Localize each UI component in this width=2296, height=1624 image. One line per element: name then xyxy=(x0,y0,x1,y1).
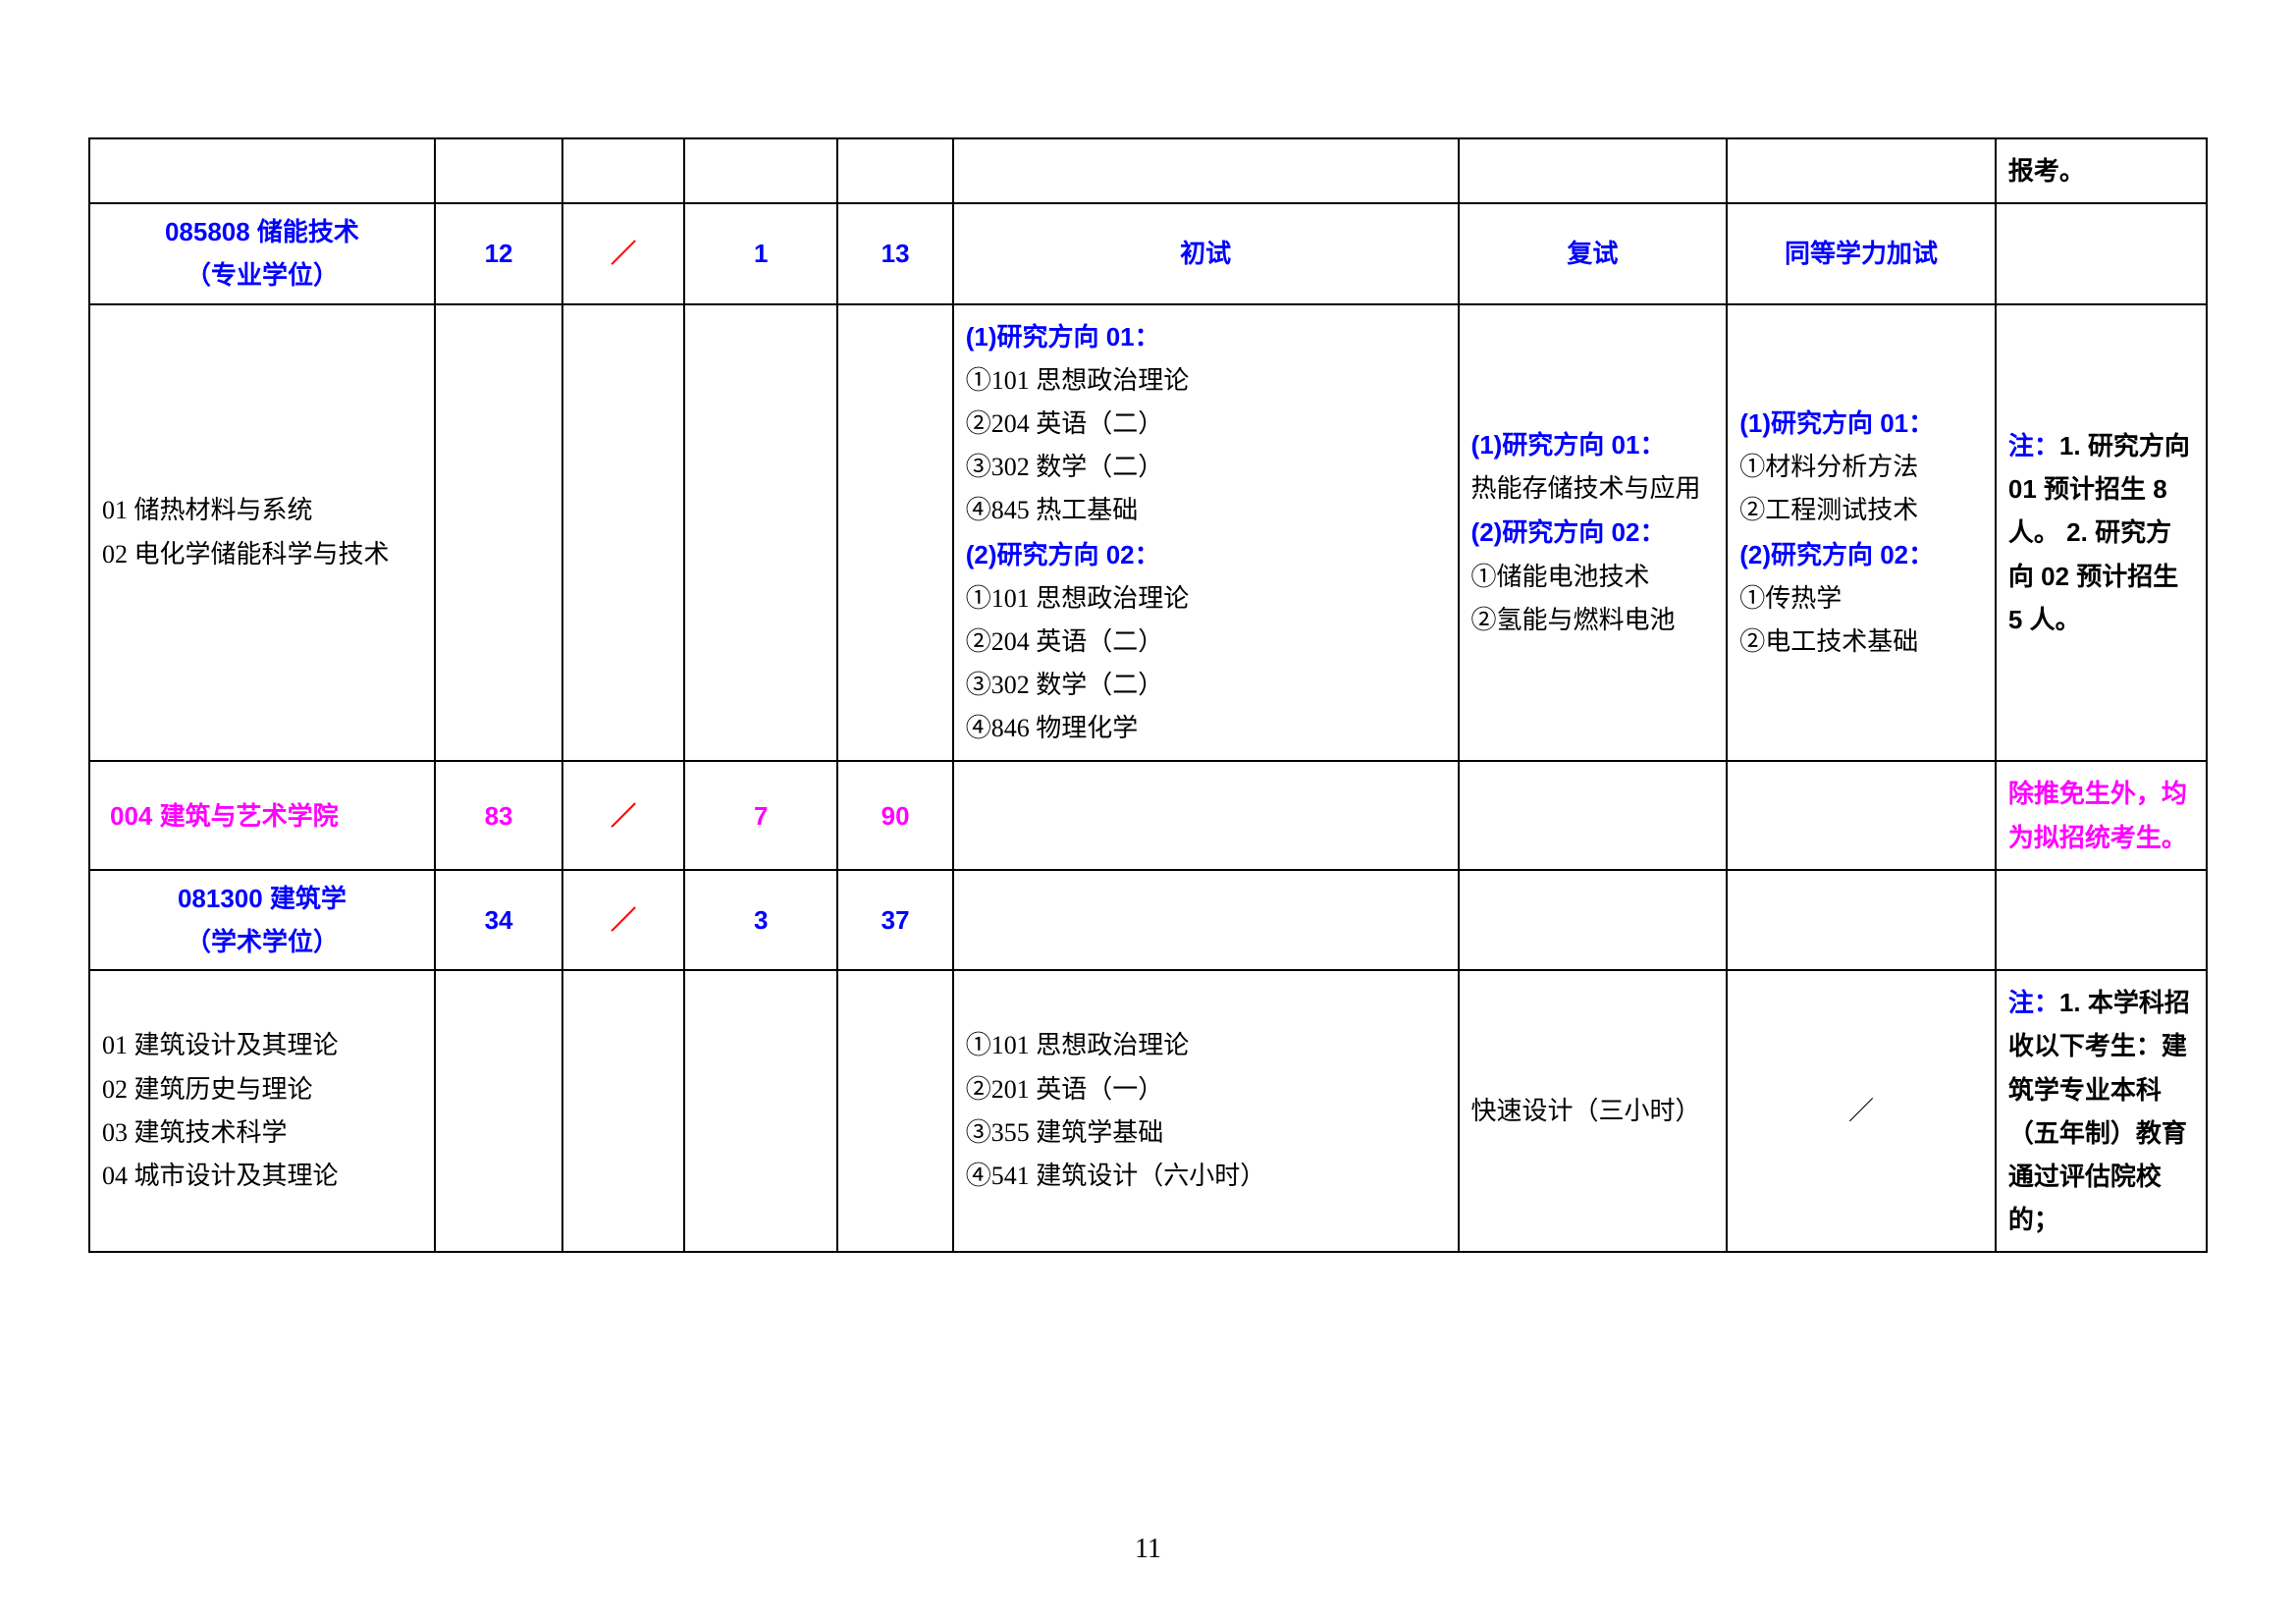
exam-item: ④846 物理化学 xyxy=(966,714,1139,742)
page-number: 11 xyxy=(0,1534,2296,1565)
addtest-cell: (1)研究方向 01： ①材料分析方法 ②工程测试技术 (2)研究方向 02： … xyxy=(1727,304,1996,762)
direction-item: 02 电化学储能科学与技术 xyxy=(102,540,390,568)
exam-item: ①101 思想政治理论 xyxy=(966,584,1190,613)
table-row: 01 建筑设计及其理论 02 建筑历史与理论 03 建筑技术科学 04 城市设计… xyxy=(89,970,2207,1252)
num-cell: 3 xyxy=(684,870,837,970)
direction-item: 04 城市设计及其理论 xyxy=(102,1162,339,1190)
num-cell: 37 xyxy=(837,870,952,970)
note-prefix: 注： xyxy=(2008,431,2059,460)
exam-item: ①传热学 xyxy=(1739,584,1842,613)
program-code: 085808 储能技术 xyxy=(165,217,359,246)
exam-header-cell: 初试 xyxy=(953,203,1459,303)
exam-item: ①储能电池技术 xyxy=(1471,563,1650,591)
note-prefix: 注： xyxy=(2008,988,2059,1017)
exam-item: ③302 数学（二） xyxy=(966,671,1164,699)
subheading: (2)研究方向 02： xyxy=(966,540,1160,569)
direction-item: 01 储热材料与系统 xyxy=(102,496,313,524)
college-cell: 004 建筑与艺术学院 xyxy=(89,761,435,869)
exam-item: ②204 英语（二） xyxy=(966,409,1164,438)
degree-type: （专业学位） xyxy=(186,260,339,290)
admissions-table: 报考。 085808 储能技术 （专业学位） 12 ／ 1 13 初试 复试 同… xyxy=(88,137,2208,1253)
num-cell: 7 xyxy=(684,761,837,869)
exam-item: ①101 思想政治理论 xyxy=(966,366,1190,395)
exam-header-cell: 复试 xyxy=(1459,203,1728,303)
table-row: 004 建筑与艺术学院 83 ／ 7 90 除推免生外，均为拟招统考生。 xyxy=(89,761,2207,869)
slash-cell: ／ xyxy=(562,761,684,869)
subheading: (2)研究方向 02： xyxy=(1739,540,1934,569)
num-cell: 34 xyxy=(435,870,562,970)
exam-item: ④845 热工基础 xyxy=(966,496,1139,524)
subheading: (1)研究方向 01： xyxy=(1739,408,1934,438)
subheading: (2)研究方向 02： xyxy=(1471,517,1666,547)
directions-cell: 01 建筑设计及其理论 02 建筑历史与理论 03 建筑技术科学 04 城市设计… xyxy=(89,970,435,1252)
note-cell: 注：1. 本学科招收以下考生：建筑学专业本科（五年制）教育通过评估院校的； xyxy=(1996,970,2207,1252)
program-code-cell: 085808 储能技术 （专业学位） xyxy=(89,203,435,303)
exam-item: 热能存储技术与应用 xyxy=(1471,474,1701,503)
exam-item: ③302 数学（二） xyxy=(966,453,1164,481)
exam-header-cell: 同等学力加试 xyxy=(1727,203,1996,303)
program-code-cell: 081300 建筑学 （学术学位） xyxy=(89,870,435,970)
exam-item: ①101 思想政治理论 xyxy=(966,1031,1190,1059)
exam-item: ②电工技术基础 xyxy=(1739,627,1918,656)
exam-item: ④541 建筑设计（六小时） xyxy=(966,1162,1266,1190)
program-code: 081300 建筑学 xyxy=(178,884,347,913)
directions-cell: 01 储热材料与系统 02 电化学储能科学与技术 xyxy=(89,304,435,762)
subheading: (1)研究方向 01： xyxy=(966,322,1160,352)
retest-cell: (1)研究方向 01： 热能存储技术与应用 (2)研究方向 02： ①储能电池技… xyxy=(1459,304,1728,762)
exam-item: ②204 英语（二） xyxy=(966,627,1164,656)
slash-cell: ／ xyxy=(562,203,684,303)
exam-item: ②工程测试技术 xyxy=(1739,496,1918,524)
note-cell: 注：1. 研究方向 01 预计招生 8 人。 2. 研究方向 02 预计招生 5… xyxy=(1996,304,2207,762)
direction-item: 02 建筑历史与理论 xyxy=(102,1075,313,1104)
prelim-exam-cell: ①101 思想政治理论 ②201 英语（一） ③355 建筑学基础 ④541 建… xyxy=(953,970,1459,1252)
note-text: 1. 本学科招收以下考生：建筑学专业本科（五年制）教育通过评估院校的； xyxy=(2008,988,2190,1234)
subheading: (1)研究方向 01： xyxy=(1471,430,1666,460)
table-row: 报考。 xyxy=(89,138,2207,203)
num-cell: 83 xyxy=(435,761,562,869)
direction-item: 01 建筑设计及其理论 xyxy=(102,1031,339,1059)
exam-item: ②氢能与燃料电池 xyxy=(1471,606,1676,634)
empty-cell xyxy=(1996,203,2207,303)
table-row: 01 储热材料与系统 02 电化学储能科学与技术 (1)研究方向 01： ①10… xyxy=(89,304,2207,762)
num-cell: 13 xyxy=(837,203,952,303)
num-cell: 12 xyxy=(435,203,562,303)
addtest-cell: ／ xyxy=(1727,970,1996,1252)
exam-item: ①材料分析方法 xyxy=(1739,453,1918,481)
note-cell: 报考。 xyxy=(1996,138,2207,203)
table-row: 081300 建筑学 （学术学位） 34 ／ 3 37 xyxy=(89,870,2207,970)
degree-type: （学术学位） xyxy=(186,927,339,956)
exam-item: ②201 英语（一） xyxy=(966,1075,1164,1104)
exam-item: ③355 建筑学基础 xyxy=(966,1118,1164,1147)
direction-item: 03 建筑技术科学 xyxy=(102,1118,288,1147)
slash-cell: ／ xyxy=(562,870,684,970)
prelim-exam-cell: (1)研究方向 01： ①101 思想政治理论 ②204 英语（二） ③302 … xyxy=(953,304,1459,762)
num-cell: 90 xyxy=(837,761,952,869)
table-row: 085808 储能技术 （专业学位） 12 ／ 1 13 初试 复试 同等学力加… xyxy=(89,203,2207,303)
note-cell: 除推免生外，均为拟招统考生。 xyxy=(1996,761,2207,869)
retest-cell: 快速设计（三小时） xyxy=(1459,970,1728,1252)
num-cell: 1 xyxy=(684,203,837,303)
